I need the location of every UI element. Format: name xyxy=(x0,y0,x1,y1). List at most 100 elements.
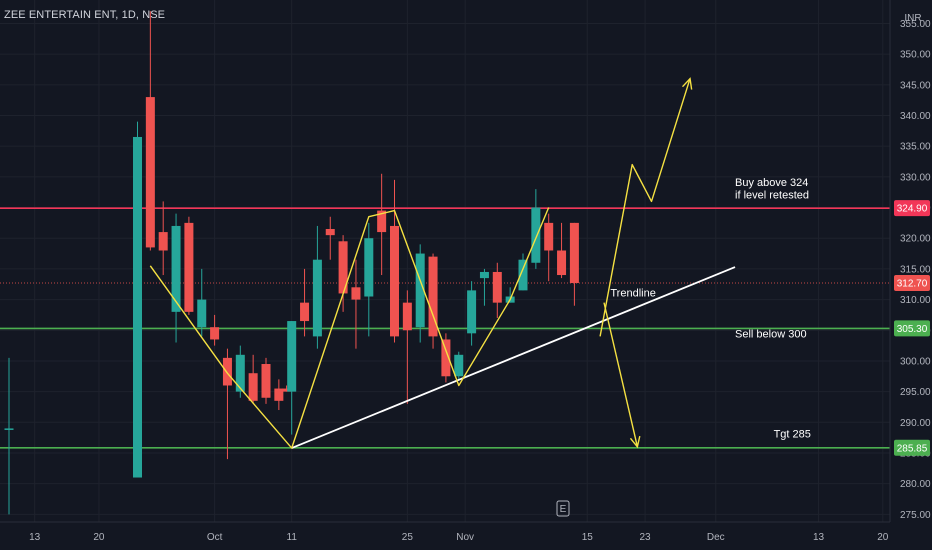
candle-body[interactable] xyxy=(171,225,181,312)
candle-body[interactable] xyxy=(454,354,464,377)
candle-body[interactable] xyxy=(531,207,541,263)
price-tick-label: 315.00 xyxy=(900,264,931,275)
candle-down[interactable] xyxy=(300,268,310,337)
candle-down[interactable] xyxy=(492,262,502,318)
candle-body[interactable] xyxy=(479,271,489,279)
candle-down[interactable] xyxy=(569,222,579,306)
candle-down[interactable] xyxy=(402,290,412,404)
current-price-badge[interactable]: 312.70 xyxy=(894,275,930,292)
projection-arrowhead xyxy=(629,435,641,449)
candle-up[interactable] xyxy=(415,244,425,343)
currency-label: INR xyxy=(904,13,921,24)
candle-body[interactable] xyxy=(325,229,335,236)
candle-up[interactable] xyxy=(518,253,528,291)
earnings-marker[interactable]: E xyxy=(556,500,570,517)
candle-up[interactable] xyxy=(467,281,477,346)
candle-body[interactable] xyxy=(261,364,271,398)
candle-down[interactable] xyxy=(248,354,258,404)
candle-up[interactable] xyxy=(133,121,142,478)
candle-up[interactable] xyxy=(454,351,464,380)
candle-up[interactable] xyxy=(479,268,489,306)
candle-down[interactable] xyxy=(184,216,194,315)
candle-body[interactable] xyxy=(402,302,412,331)
candle-body[interactable] xyxy=(377,210,387,233)
candle-down[interactable] xyxy=(222,348,232,460)
annotation-label[interactable]: Tgt 285 xyxy=(774,429,811,441)
candle-body[interactable] xyxy=(210,327,220,340)
candle-body[interactable] xyxy=(4,428,14,430)
candle-down[interactable] xyxy=(158,201,168,276)
projection-drawings[interactable] xyxy=(149,77,693,449)
level-price-badge[interactable]: 305.30 xyxy=(894,320,930,337)
candle-down[interactable] xyxy=(325,216,335,260)
annotation-label[interactable]: if level retested xyxy=(735,189,809,201)
projection-path[interactable] xyxy=(603,302,639,447)
annotation-label[interactable]: Trendline xyxy=(610,288,655,300)
candle-body[interactable] xyxy=(544,222,554,251)
candle-up[interactable] xyxy=(4,357,14,515)
projection-path[interactable] xyxy=(599,78,691,337)
candle-body[interactable] xyxy=(518,259,528,291)
candle-up[interactable] xyxy=(197,268,207,337)
candle-down[interactable] xyxy=(145,11,155,251)
candle-body[interactable] xyxy=(133,136,142,478)
candle-body[interactable] xyxy=(300,302,310,322)
earnings-marker-box[interactable] xyxy=(556,500,570,517)
candle-body[interactable] xyxy=(235,354,245,392)
candle-down[interactable] xyxy=(441,333,451,383)
candle-down[interactable] xyxy=(390,179,399,343)
annotation-label[interactable]: Sell below 300 xyxy=(735,329,807,341)
level-price-badge[interactable]: 324.90 xyxy=(894,200,930,217)
trendline[interactable] xyxy=(291,266,736,449)
candle-down[interactable] xyxy=(557,222,567,279)
candle-body[interactable] xyxy=(145,97,155,248)
time-tick-label: Oct xyxy=(207,532,223,543)
candle-body[interactable] xyxy=(351,287,361,300)
candle-down[interactable] xyxy=(351,259,361,349)
candle-body[interactable] xyxy=(158,232,168,251)
candle-body[interactable] xyxy=(222,357,232,386)
candle-down[interactable] xyxy=(210,314,220,346)
time-tick-label: 20 xyxy=(877,532,889,543)
candle-body[interactable] xyxy=(248,373,258,401)
candle-down[interactable] xyxy=(544,213,554,282)
candle-body[interactable] xyxy=(390,225,399,337)
annotation-label[interactable]: Buy above 324 xyxy=(735,177,808,189)
time-axis[interactable]: 13 20 Oct 11 25 Nov 15 23 Dec 13 20 xyxy=(0,521,890,543)
candle-body[interactable] xyxy=(184,222,194,312)
badge-text: 305.30 xyxy=(897,324,928,335)
price-axis[interactable]: 275.00280.00285.00290.00295.00300.00305.… xyxy=(889,0,931,522)
projection-path[interactable] xyxy=(149,207,550,449)
candle-down[interactable] xyxy=(377,173,387,276)
candle-body[interactable] xyxy=(428,256,438,337)
candle-down[interactable] xyxy=(282,385,292,392)
candle-body[interactable] xyxy=(312,259,322,337)
candle-body[interactable] xyxy=(274,388,284,401)
candle-down[interactable] xyxy=(338,235,348,312)
candle-body[interactable] xyxy=(569,222,579,284)
candle-body[interactable] xyxy=(441,339,451,377)
candle-body[interactable] xyxy=(364,238,374,297)
candles[interactable] xyxy=(4,11,579,515)
candle-body[interactable] xyxy=(557,250,567,276)
candle-up[interactable] xyxy=(312,225,322,349)
candle-up[interactable] xyxy=(364,222,374,337)
candle-body[interactable] xyxy=(338,241,348,294)
trendline-drawing[interactable] xyxy=(291,266,736,449)
candle-down[interactable] xyxy=(428,253,438,349)
candle-up[interactable] xyxy=(287,321,297,435)
candle-down[interactable] xyxy=(261,357,271,404)
projection-arrowhead xyxy=(682,77,693,90)
candle-body[interactable] xyxy=(467,290,477,334)
candle-body[interactable] xyxy=(282,388,292,392)
candle-body[interactable] xyxy=(415,253,425,328)
candle-body[interactable] xyxy=(492,271,502,303)
candle-body[interactable] xyxy=(287,321,297,392)
candle-body[interactable] xyxy=(197,299,207,328)
candle-up[interactable] xyxy=(531,189,541,269)
level-price-badge[interactable]: 285.85 xyxy=(894,439,930,456)
candle-down[interactable] xyxy=(274,379,284,411)
candle-up[interactable] xyxy=(171,213,181,343)
